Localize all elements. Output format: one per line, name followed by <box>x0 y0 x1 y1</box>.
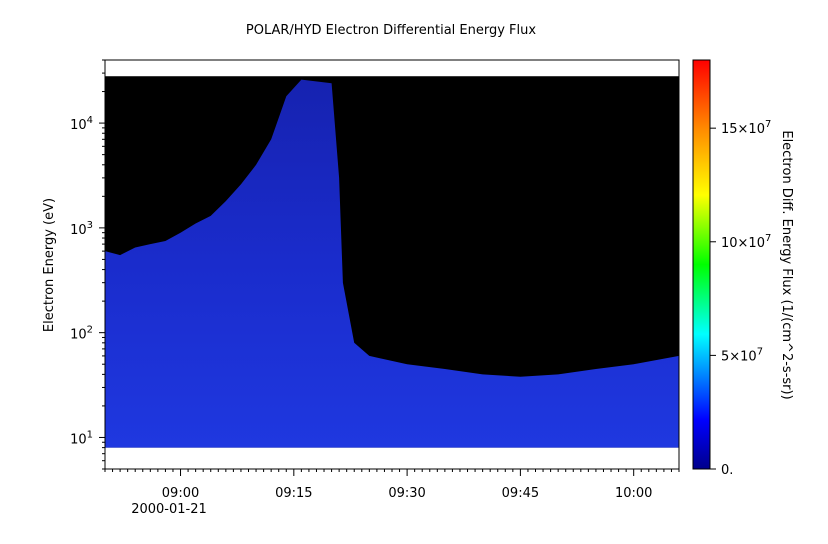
y-tick-label: 104 <box>70 115 93 133</box>
colorbar-tick-label: 10×107 <box>721 233 771 251</box>
y-axis: 101 102 103 104 <box>70 59 105 470</box>
y-tick-label: 101 <box>70 429 93 447</box>
colorbar: 0. 5×107 10×107 15×107 <box>692 59 771 478</box>
plot-area <box>104 59 680 470</box>
x-tick-label: 10:00 <box>615 486 652 501</box>
y-tick-label: 102 <box>70 325 93 343</box>
flux-envelope <box>105 79 679 448</box>
colorbar-tick-label: 5×107 <box>721 346 763 364</box>
colorbar-gradient <box>692 59 711 470</box>
y-tick-label: 103 <box>70 220 93 238</box>
x-tick-label: 09:45 <box>502 486 539 501</box>
colorbar-tick-label: 0. <box>721 463 733 478</box>
y-axis-label: Electron Energy (eV) <box>42 198 57 332</box>
chart-title: POLAR/HYD Electron Differential Energy F… <box>246 23 536 38</box>
x-tick-label: 09:00 <box>162 486 199 501</box>
colorbar-tick-label: 15×107 <box>721 119 771 137</box>
x-axis-date-label: 2000-01-21 <box>131 502 207 517</box>
x-tick-label: 09:15 <box>275 486 312 501</box>
colorbar-label: Electron Diff. Energy Flux (1/(cm^2-s-sr… <box>779 130 794 399</box>
x-tick-label: 09:30 <box>388 486 425 501</box>
x-axis: 09:00 09:15 09:30 09:45 10:00 <box>104 469 680 501</box>
